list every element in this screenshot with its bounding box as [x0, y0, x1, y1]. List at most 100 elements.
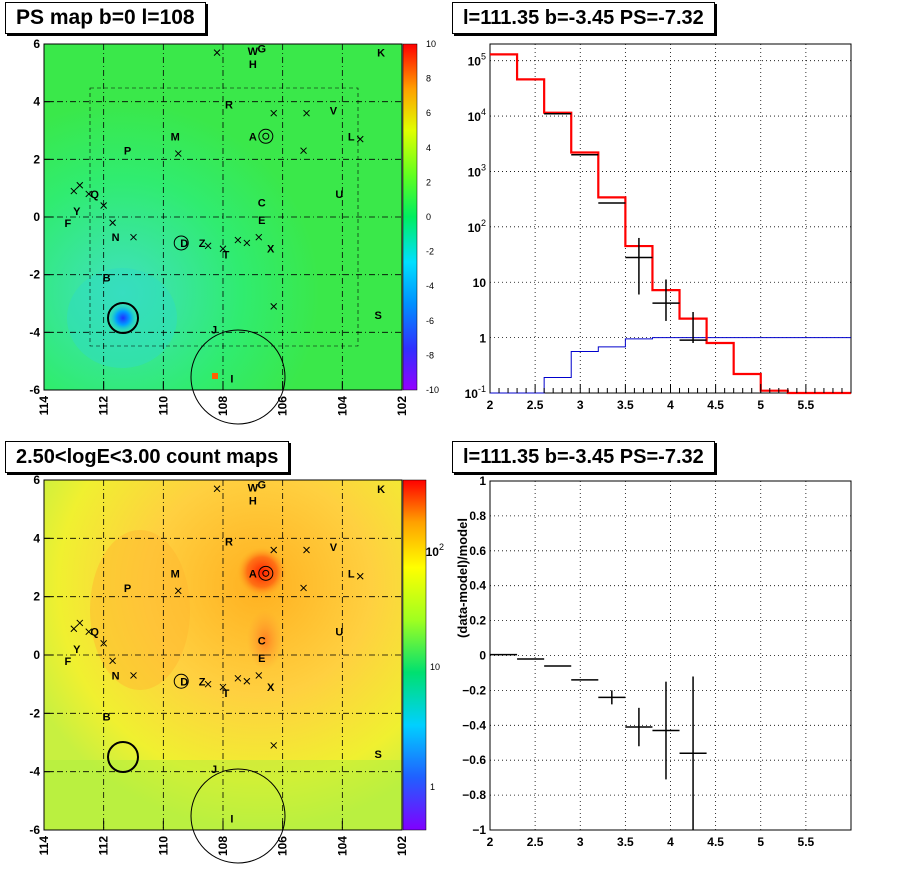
source-cross	[70, 625, 78, 633]
source-label-m: M	[171, 568, 180, 580]
x-tick-label: 5.5	[798, 398, 815, 412]
source-cross	[356, 572, 364, 580]
source-cross	[234, 674, 242, 682]
x-tick-label: 104	[335, 836, 349, 856]
source-label-j: J	[211, 764, 217, 776]
source-cross	[130, 233, 137, 241]
source-label-f: F	[64, 656, 71, 668]
x-tick-label: 5	[757, 398, 764, 412]
y-tick-label: 0.2	[469, 614, 486, 628]
source-label-a: A	[249, 568, 257, 580]
total-model-line	[490, 53, 851, 395]
source-label-t: T	[223, 688, 230, 700]
source-label-l: L	[348, 568, 355, 580]
x-tick-label: 108	[216, 836, 230, 856]
x-tick-label: 4.5	[707, 398, 724, 412]
y-tick-label: -4	[29, 765, 40, 779]
source-label-p: P	[124, 146, 131, 158]
x-tick-label: 104	[335, 396, 349, 416]
source-label-d: D	[180, 676, 188, 688]
colorbar-tick-label: 6	[426, 108, 431, 118]
source-cross	[76, 619, 84, 627]
count-map-markers: W G K H R V A L M P C U QYF E N D Z X T B S J I	[64, 479, 385, 825]
source-label-i: I	[230, 373, 233, 385]
source-d-ring	[173, 235, 189, 251]
source-cross	[174, 587, 182, 595]
source-label-e: E	[258, 215, 265, 227]
x-tick-label: 2	[487, 398, 494, 412]
source-cross	[270, 742, 278, 749]
source-a-ring	[258, 128, 274, 144]
x-tick-label: 2	[487, 835, 494, 849]
source-label-q: Q	[90, 189, 99, 201]
source-label-j: J	[211, 324, 217, 336]
source-label-k: K	[377, 484, 385, 496]
source-cross	[303, 546, 310, 554]
source-a-ring-inner	[262, 569, 270, 577]
source-a-ring	[258, 565, 274, 581]
count-map-title: 2.50<logE<3.00 count maps	[5, 441, 290, 473]
colorbar-tick-label: 10	[426, 39, 436, 49]
spectrum-axes: 2 2.5 3 3.5 4 4.5 5 5.5 10-1 1 10 102 103 104 105	[465, 52, 852, 412]
source-cross	[85, 628, 93, 636]
source-label-g: G	[258, 479, 267, 491]
source-cross	[270, 303, 278, 310]
source-label-c: C	[258, 198, 266, 210]
y-tick-label: 2	[33, 590, 40, 604]
y-tick-label: 1	[479, 332, 486, 346]
source-cross	[70, 187, 78, 195]
y-tick-label: 0.4	[469, 579, 486, 593]
y-tick-label: 102	[468, 218, 486, 235]
x-tick-label: 108	[216, 396, 230, 416]
y-tick-label: 0	[33, 210, 40, 224]
y-tick-label: 104	[468, 107, 486, 124]
source-label-w: W	[248, 482, 259, 494]
source-cross	[243, 677, 251, 685]
source-label-l: L	[348, 131, 355, 143]
y-tick-label-exp: 4	[481, 107, 486, 117]
extended-source-circle-counts	[190, 768, 286, 864]
x-tick-label: 3	[577, 398, 584, 412]
colorbar-tick-label: 2	[426, 177, 431, 187]
colorbar-tick-label: 10	[430, 662, 440, 672]
x-tick-label: 5.5	[798, 835, 815, 849]
source-label-v: V	[330, 105, 338, 117]
y-tick-label: 103	[468, 162, 486, 179]
colorbar-tick-label: 0	[426, 212, 431, 222]
source-cross	[109, 219, 116, 227]
source-label-q: Q	[90, 627, 99, 639]
target-circle	[107, 302, 139, 334]
y-tick-label: 0	[33, 648, 40, 662]
source-cross	[130, 672, 137, 679]
source-cross	[174, 150, 182, 157]
x-tick-label: 4	[667, 835, 674, 849]
source-a-hotspot	[237, 547, 287, 597]
source-label-m: M	[171, 131, 180, 143]
source-label-g: G	[258, 43, 267, 55]
source-label-e: E	[258, 653, 265, 665]
source-cross	[204, 680, 212, 688]
ps-map-markers: W G K H R V A L M P C U QYF E N D Z X T B S J I	[64, 43, 385, 385]
x-tick-label: 4	[667, 398, 674, 412]
x-tick-label: 106	[276, 836, 290, 856]
colorbar-tick-label: 102	[426, 542, 444, 559]
y-tick-label-exp: -1	[478, 384, 486, 394]
colorbar-tick-label: 1	[430, 782, 435, 792]
source-label-s: S	[374, 310, 381, 322]
x-tick-label: 114	[37, 396, 51, 416]
x-tick-label: 106	[276, 396, 290, 416]
residual-ylabel: (data-model)/model	[455, 518, 470, 638]
spectrum-frame	[489, 43, 852, 394]
source-label-f: F	[64, 218, 71, 230]
source-cross	[300, 147, 307, 155]
colorbar-tick-label: 4	[426, 143, 431, 153]
x-tick-label: 112	[97, 396, 111, 416]
y-tick-label: −0.4	[462, 718, 486, 732]
source-label-x: X	[267, 244, 275, 256]
source-label-w: W	[248, 46, 259, 58]
source-label-c: C	[258, 635, 266, 647]
source-cross	[219, 683, 227, 691]
source-label-z: Z	[199, 238, 206, 250]
residual-axes: 2 2.5 3 3.5 4 4.5 5 5.5 1 0.8 0.6 0.4 0.2 0 −0.2 −0.4 −0…	[462, 474, 814, 849]
